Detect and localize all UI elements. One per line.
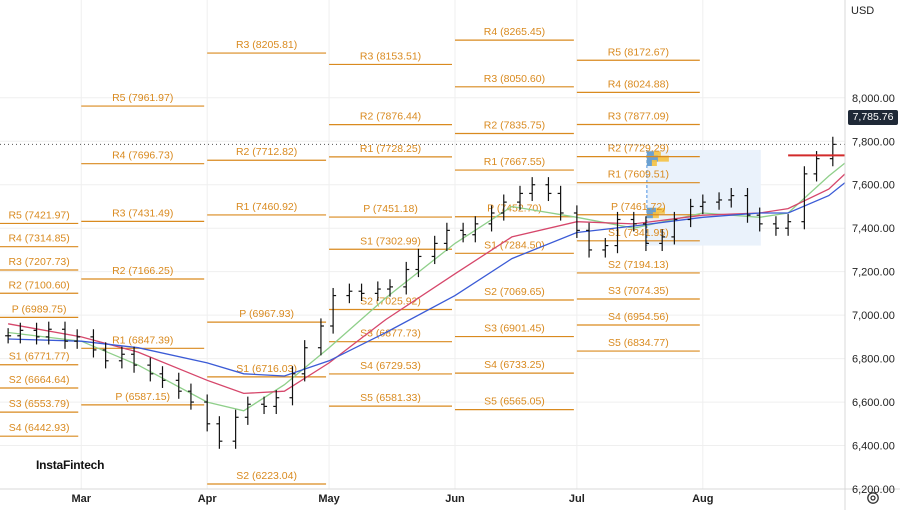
y-tick-label: 7,400.00: [852, 223, 895, 235]
x-tick-label: May: [318, 493, 340, 505]
pivot-label: S1 (7284.50): [484, 239, 545, 251]
x-tick-label: Jul: [569, 493, 585, 505]
x-axis[interactable]: Mar Apr May Jun Jul Aug: [71, 493, 713, 505]
pivot-label: S1 (7341.95): [608, 227, 669, 239]
profile-bar: [646, 155, 658, 162]
pivot-label: S4 (6733.25): [484, 359, 545, 371]
currency-label[interactable]: USD: [851, 5, 875, 17]
last-price-tag: 7,785.76: [848, 110, 898, 125]
pivot-label: S5 (6834.77): [608, 337, 669, 349]
markers: [0, 143, 845, 157]
pivot-label: R1 (6847.39): [112, 334, 173, 346]
ma-line: [8, 162, 846, 412]
ma-line: [7, 173, 846, 395]
profile-area: [646, 149, 761, 246]
pivot-label: S1 (6771.77): [9, 351, 70, 363]
pivot-label: R3 (7431.49): [112, 207, 173, 219]
pivot-label: P (6989.75): [12, 303, 67, 315]
pivot-label: S4 (6729.53): [360, 360, 421, 372]
price-bars[interactable]: [5, 136, 836, 449]
y-tick-label: 7,800.00: [852, 136, 895, 148]
pivot-label: P (7461.72): [611, 201, 666, 213]
pivot-label: R3 (8205.81): [236, 39, 297, 51]
pivot-label: S3 (6877.73): [360, 328, 421, 340]
pivot-label: R4 (7696.73): [112, 150, 173, 162]
y-tick-label: 8,000.00: [852, 93, 895, 105]
pivot-label: R1 (7609.51): [608, 169, 669, 181]
pivot-label: R1 (7667.55): [484, 156, 545, 168]
x-tick-label: Mar: [71, 493, 91, 505]
ma-line: [8, 182, 846, 377]
pivot-label: S2 (6223.04): [236, 470, 297, 482]
pivot-label: S3 (6901.45): [484, 323, 545, 335]
profile-bar: [646, 207, 656, 214]
pivot-label: R5 (7961.97): [112, 92, 173, 104]
pivot-label: R5 (8172.67): [608, 46, 669, 58]
pivot-label: R3 (8153.51): [360, 50, 421, 62]
x-tick-label: Aug: [692, 493, 713, 505]
pivot-label: R5 (7421.97): [8, 209, 69, 221]
pivot-label: R2 (7876.44): [360, 111, 421, 123]
grid-lines: [0, 0, 845, 490]
pivot-label: P (6587.15): [115, 391, 170, 403]
y-tick-label: 6,800.00: [852, 354, 895, 366]
pivot-label: R1 (7460.92): [236, 201, 297, 213]
brand-logo: InstaFintech: [36, 458, 105, 472]
pivot-label: S5 (6565.05): [484, 396, 545, 408]
pivot-levels: R5 (7421.97) R4 (7314.85) R3 (7207.73) R2 (…: [0, 26, 700, 485]
pivot-label: S2 (7069.65): [484, 286, 545, 298]
x-tick-label: Apr: [198, 493, 218, 505]
pivot-label: R2 (7729.29): [608, 143, 669, 155]
x-tick-label: Jun: [445, 493, 465, 505]
pivot-label: S3 (6553.79): [9, 398, 70, 410]
y-tick-label: 6,200.00: [852, 484, 895, 496]
pivot-label: R4 (7314.85): [8, 233, 69, 245]
pivot-label: P (7452.70): [487, 203, 542, 215]
y-tick-label: 7,000.00: [852, 310, 895, 322]
pivot-label: R2 (7100.60): [8, 279, 69, 291]
pivot-label: S4 (6442.93): [9, 422, 70, 434]
pivot-label: S1 (7302.99): [360, 235, 421, 247]
pivot-label: P (6967.93): [239, 308, 294, 320]
pivot-label: S1 (6716.03): [236, 363, 297, 375]
pivot-label: R4 (8265.45): [484, 26, 545, 38]
pivot-label: R2 (7835.75): [484, 119, 545, 131]
pivot-label: R4 (8024.88): [608, 78, 669, 90]
moving-averages: [7, 162, 846, 412]
y-tick-label: 7,200.00: [852, 267, 895, 279]
pivot-label: R3 (7207.73): [8, 256, 69, 268]
profile-bar: [646, 151, 654, 158]
pivot-label: R2 (7712.82): [236, 146, 297, 158]
pivot-label: R1 (7728.25): [360, 143, 421, 155]
pivot-label: S2 (6664.64): [9, 374, 70, 386]
pivot-label: S4 (6954.56): [608, 311, 669, 323]
pivot-label: R3 (7877.09): [608, 111, 669, 123]
pivot-label: S3 (7074.35): [608, 285, 669, 297]
y-tick-label: 6,600.00: [852, 397, 895, 409]
y-tick-label: 7,600.00: [852, 180, 895, 192]
pivot-label: S5 (6581.33): [360, 392, 421, 404]
profile-bar: [646, 160, 652, 166]
y-tick-label: 6,400.00: [852, 441, 895, 453]
pivot-label: P (7451.18): [363, 203, 418, 215]
pivot-label: R3 (8050.60): [484, 73, 545, 85]
settings-icon[interactable]: [866, 491, 880, 505]
pivot-label: S2 (7194.13): [608, 259, 669, 271]
pivot-label: R2 (7166.25): [112, 265, 173, 277]
pivot-label: S2 (7025.92): [360, 296, 421, 308]
